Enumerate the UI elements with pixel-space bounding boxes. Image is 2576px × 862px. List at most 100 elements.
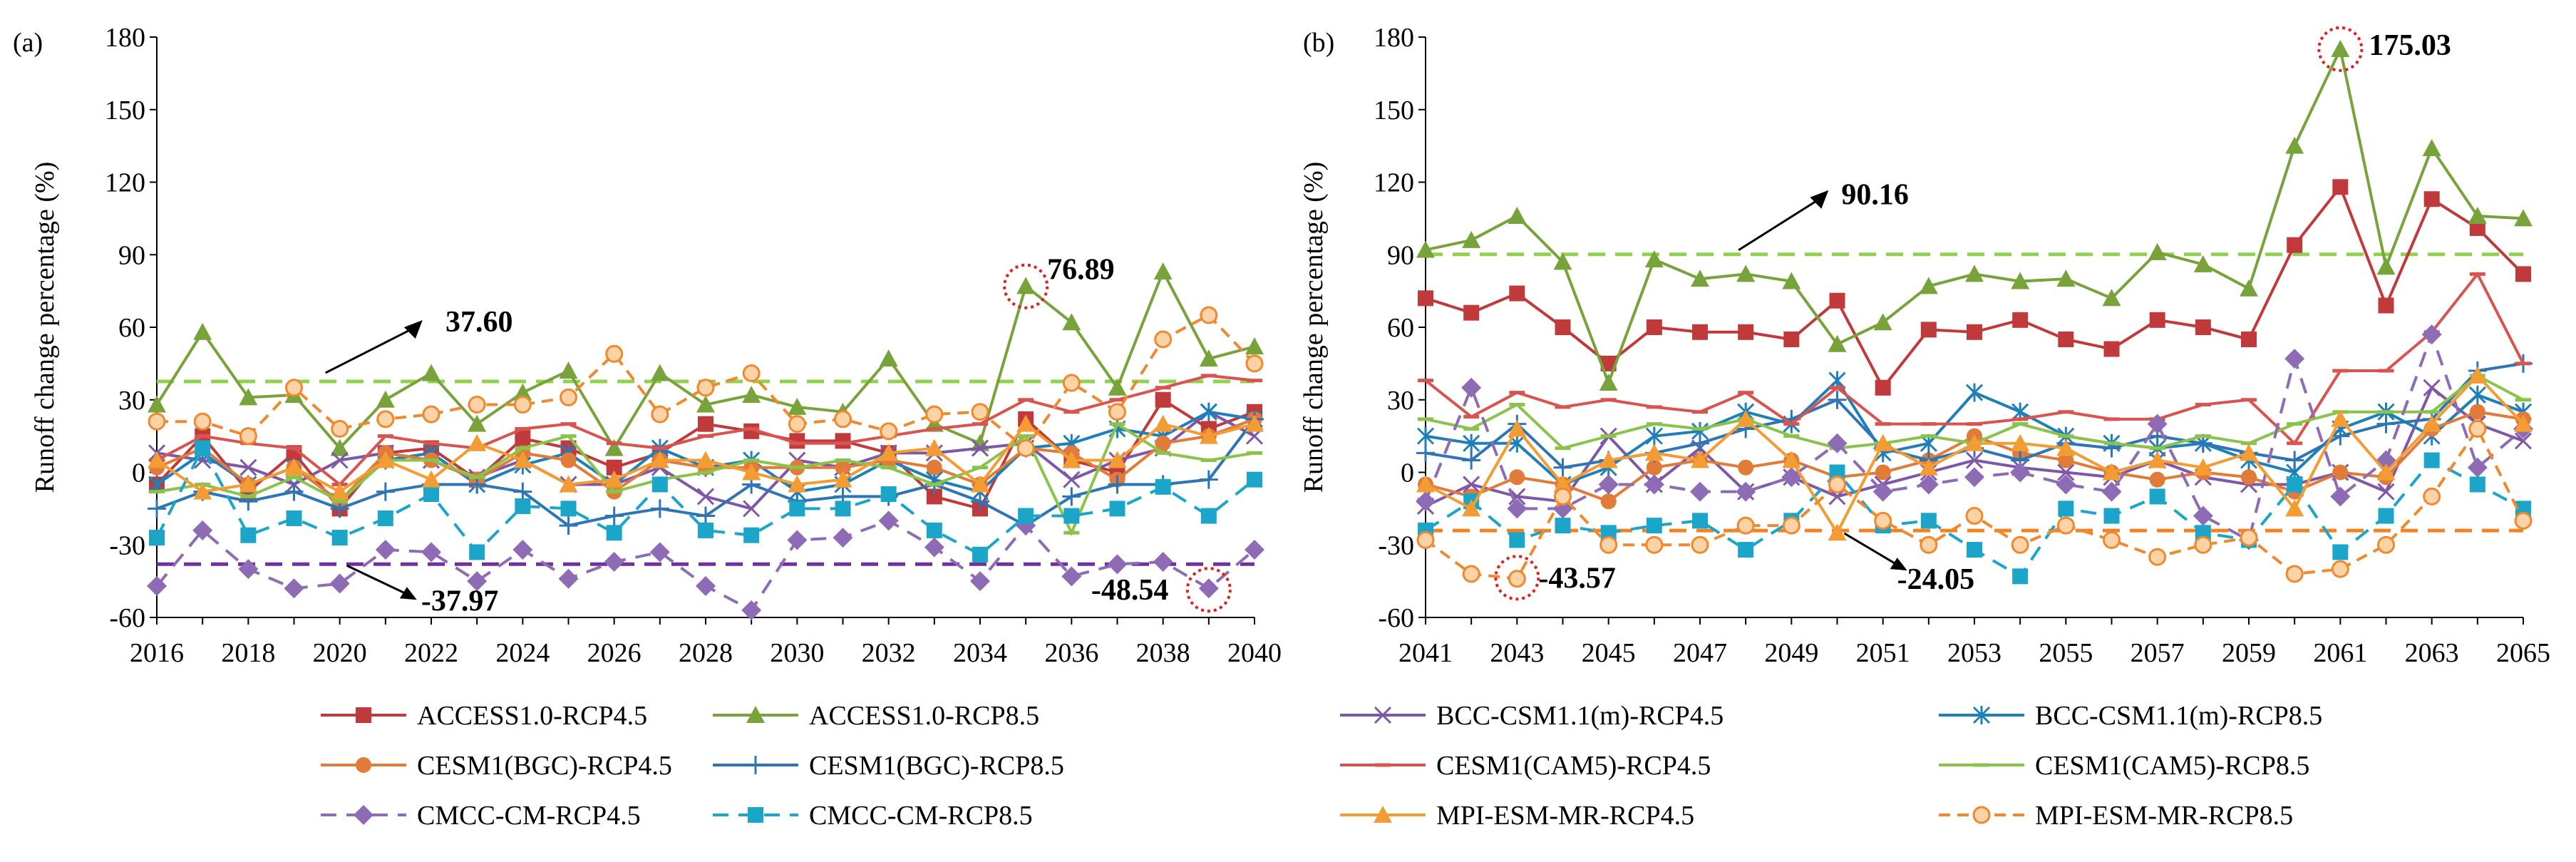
x-tick-label: 2020 (313, 638, 367, 668)
series-cesm1-bgc-rcp8-5 (1416, 354, 2533, 477)
data-point (1153, 551, 1173, 572)
x-tick-label: 2063 (2405, 638, 2459, 668)
data-point (2285, 565, 2304, 583)
data-point (422, 405, 441, 424)
data-point (1827, 433, 1848, 453)
data-point (377, 510, 393, 526)
data-point (787, 530, 808, 550)
legend-marker (356, 757, 371, 773)
data-point (1553, 475, 1572, 493)
x-tick-label: 2057 (2131, 638, 2185, 668)
data-point (468, 414, 487, 432)
data-point (1645, 535, 1664, 554)
data-point (2377, 483, 2395, 501)
data-point (2378, 508, 2394, 524)
data-point (286, 510, 302, 526)
data-point (2469, 220, 2485, 236)
data-point (2241, 331, 2257, 347)
data-point (696, 395, 715, 413)
y-tick-label: 0 (132, 458, 145, 488)
data-point (1644, 443, 1664, 461)
data-point (1509, 285, 1525, 302)
data-point (2056, 474, 2076, 495)
data-point (193, 412, 212, 431)
data-point (1781, 467, 1802, 488)
data-point (2010, 462, 2031, 483)
data-point (835, 433, 851, 449)
data-point (1462, 230, 1481, 248)
data-point (1418, 290, 1433, 307)
data-point (2515, 266, 2531, 282)
data-point (284, 482, 304, 501)
series-line (1425, 184, 2525, 391)
data-point (2331, 39, 2350, 57)
data-point (2330, 486, 2351, 507)
data-point (1599, 535, 1618, 554)
data-point (1555, 518, 1571, 534)
legend-entry: CMCC-CM-RCP4.5 (321, 801, 641, 831)
data-point (741, 600, 762, 620)
data-point (604, 438, 624, 456)
data-point (1555, 319, 1571, 335)
legend-label: BCC-CSM1.1(m)-RCP4.5 (1436, 701, 1724, 731)
data-point (1965, 383, 1984, 402)
data-point (2148, 451, 2167, 468)
legend-entry: ACCESS1.0-RCP4.5 (321, 701, 647, 731)
data-point (926, 488, 942, 505)
data-point (331, 530, 348, 546)
legend-entry: ACCESS1.0-RCP8.5 (713, 701, 1039, 731)
data-point (2376, 463, 2396, 481)
data-point (513, 396, 532, 414)
highlight-circle (1494, 555, 1540, 601)
data-point (834, 410, 852, 429)
legend-label: CMCC-CM-RCP4.5 (417, 801, 641, 831)
data-point (1918, 474, 1939, 495)
y-tick-label: 0 (1401, 458, 1414, 488)
data-point (515, 431, 531, 447)
data-point (1691, 270, 1709, 287)
data-point (1463, 304, 1480, 321)
series-cmcc-cm-rcp4-5 (1416, 324, 2533, 550)
data-point (604, 506, 624, 525)
data-point (696, 451, 715, 468)
data-point (1462, 565, 1480, 583)
data-point (195, 440, 211, 456)
y-tick-label: -30 (109, 530, 145, 560)
data-point (1416, 491, 1436, 512)
series-mpi-esm-mr-rcp8-5 (1416, 419, 2533, 588)
data-point (1416, 240, 1435, 258)
data-point (2285, 136, 2304, 154)
data-point (2422, 414, 2441, 432)
data-point (422, 470, 441, 488)
series-access1-0-rcp8-5 (1416, 39, 2533, 391)
data-point (1920, 535, 1938, 554)
data-point (1920, 513, 1937, 529)
data-point (1108, 475, 1127, 494)
data-point (148, 395, 166, 413)
data-point (2241, 469, 2257, 486)
highlight-circle (1003, 263, 1049, 309)
x-tick-label: 2038 (1136, 638, 1190, 668)
data-point (696, 575, 716, 596)
x-tick-label: 2026 (587, 638, 642, 668)
data-point (1646, 518, 1662, 534)
data-point (1599, 374, 1618, 391)
data-point (560, 388, 577, 406)
data-point (1782, 451, 1801, 468)
data-point (193, 322, 212, 340)
data-point (2514, 511, 2533, 530)
data-point (1829, 292, 1845, 309)
data-point (2331, 409, 2350, 427)
data-point (512, 540, 533, 560)
data-point (1599, 451, 1618, 468)
y-tick-label: 60 (118, 313, 145, 343)
data-point (1063, 471, 1081, 488)
data-point (469, 544, 485, 560)
data-point (2240, 528, 2258, 547)
data-point (2376, 414, 2396, 433)
data-point (1782, 272, 1801, 289)
data-point (2148, 242, 2167, 260)
data-point (1108, 451, 1127, 468)
data-point (1107, 554, 1128, 575)
data-point (513, 451, 532, 468)
